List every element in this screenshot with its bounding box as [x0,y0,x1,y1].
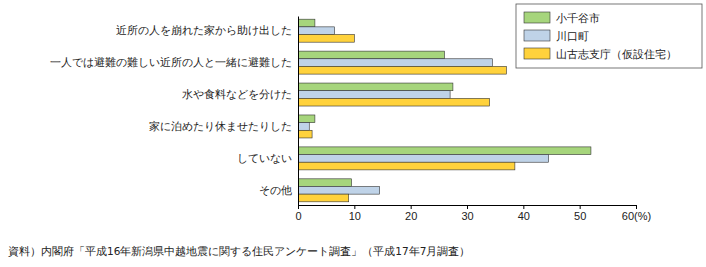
legend: 小千谷市川口町山古志支庁（仮設住宅） [516,4,702,68]
x-tick-label: 10 [349,210,361,222]
bar [298,51,444,59]
legend-item: 山古志支庁（仮設住宅） [524,48,677,61]
y-tick: 水や食料などを分けた [182,88,298,101]
x-tick: 50 [574,205,586,222]
legend-swatch [524,12,550,23]
y-tick: 一人では避難の難しい近所の人と一緒に避難した [50,56,298,68]
y-tick: していない [237,152,298,164]
x-tick-label: 60(%) [622,210,651,222]
source-note: 資料）内閣府「平成16年新潟県中越地震に関する住民アンケート調査」（平成17年7… [8,245,470,258]
bar [298,155,549,163]
bar [298,19,315,27]
bar [298,98,490,106]
legend-item: 小千谷市 [524,12,600,25]
x-tick-label: 40 [518,210,530,222]
y-tick-label: 家に泊めたり休ませたりした [149,120,292,132]
y-tick: 近所の人を崩れた家から助け出した [116,24,298,37]
x-tick-mark [580,205,581,209]
legend-item: 川口町 [524,30,589,43]
x-axis-line [299,206,637,210]
y-tick-label: 水や食料などを分けた [182,88,292,101]
y-tick-label: していない [237,152,292,164]
legend-label: 川口町 [556,30,589,43]
y-tick-label: 近所の人を崩れた家から助け出した [116,24,292,37]
x-tick-mark [467,205,468,209]
x-tick: 20 [405,205,417,222]
y-tick-label: その他 [259,184,292,196]
bar [298,83,453,91]
legend-label: 小千谷市 [556,12,600,25]
x-tick-mark [354,205,355,209]
bar [298,147,591,155]
x-tick: 40 [518,205,530,222]
bar [298,91,450,99]
bar [298,115,315,123]
legend-box [516,4,702,68]
bar [298,194,349,202]
x-tick-mark [523,205,524,209]
x-axis: 0 10 20 30 40 50 60(%) [295,205,651,222]
y-tick-label: 一人では避難の難しい近所の人と一緒に避難した [50,56,292,68]
bar [298,130,312,138]
y-tick: 家に泊めたり休ませたりした [149,120,298,132]
x-tick: 0 [295,205,301,222]
x-tick: 30 [461,205,473,222]
y-tick: その他 [259,184,298,196]
bar [298,123,309,131]
chart: 0 10 20 30 40 50 60(%) 近所の人を崩れた家から助け出した一人では避難の難… [0,0,706,267]
bar [298,35,354,43]
x-tick: 10 [349,205,361,222]
bar [298,186,380,194]
x-tick-label: 20 [405,210,417,222]
bar [298,59,492,67]
x-tick-label: 30 [461,210,473,222]
x-tick-mark [298,205,299,209]
x-tick-label: 0 [295,210,301,222]
x-tick: 60(%) [622,205,651,222]
x-tick-mark [636,205,637,209]
y-axis: 近所の人を崩れた家から助け出した一人では避難の難しい近所の人と一緒に避難した水や… [50,17,299,206]
x-tick-label: 50 [574,210,586,222]
bar [298,179,352,187]
bar [298,162,515,170]
x-tick-mark [411,205,412,209]
bar [298,66,506,74]
y-axis-line [298,17,299,206]
legend-swatch [524,48,550,59]
bar [298,27,335,35]
legend-label: 山古志支庁（仮設住宅） [556,48,677,61]
legend-swatch [524,30,550,41]
